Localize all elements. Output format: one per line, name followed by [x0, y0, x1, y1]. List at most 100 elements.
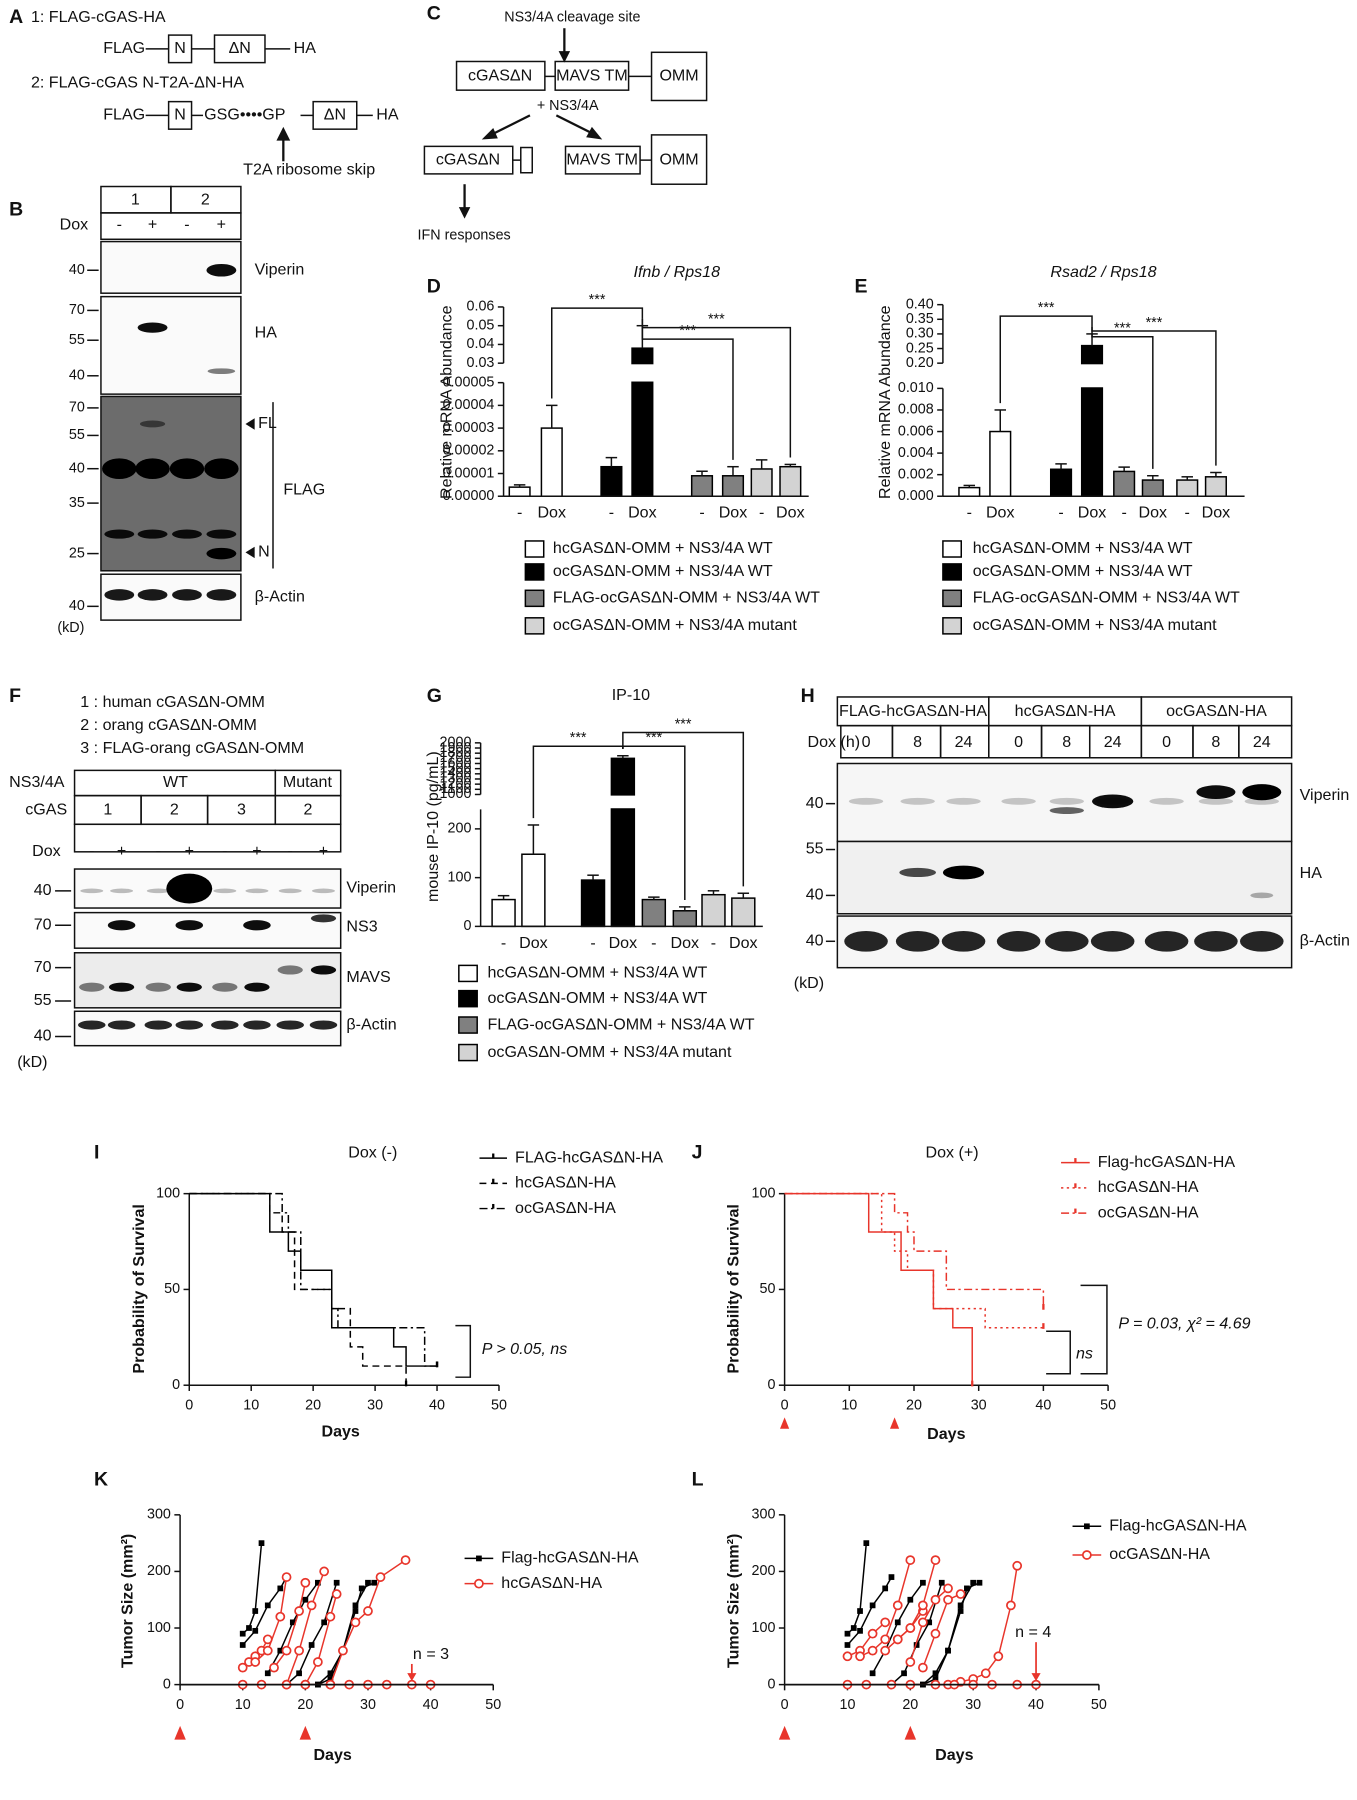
- blot-band: [175, 920, 204, 931]
- bar: [721, 475, 745, 497]
- blot-band: [108, 982, 135, 992]
- tumor-line: [329, 1559, 406, 1685]
- box-label: cGASΔN: [468, 67, 532, 85]
- tumor-line: [242, 1543, 263, 1635]
- tumor-point: [930, 1628, 941, 1639]
- legend-marker: [1083, 1523, 1090, 1530]
- tumor-point: [1006, 1600, 1016, 1611]
- dox-label: -: [117, 216, 122, 234]
- y-tick-label: 0.002: [898, 466, 934, 482]
- tumor-point: [938, 1579, 945, 1586]
- significance-label: ***: [708, 311, 725, 327]
- annotation-bracket: [455, 1324, 472, 1378]
- blot-label: β-Actin: [346, 1015, 396, 1033]
- blot-label: FLAG: [283, 481, 325, 499]
- legend-marker: [474, 1578, 484, 1589]
- protein-box: [650, 51, 708, 102]
- legend-swatch: [524, 540, 545, 558]
- y-axis-label: Tumor Size (mm²): [724, 1534, 742, 1668]
- tumor-point: [252, 1608, 259, 1614]
- tumor-point: [932, 1670, 939, 1677]
- x-axis-label: Days: [313, 1746, 351, 1764]
- blot-band: [137, 589, 168, 601]
- y-tick-label: 100: [147, 1620, 171, 1636]
- x-tick-label: 0: [781, 1697, 789, 1713]
- tumor-point: [855, 1651, 865, 1662]
- legend-swatch: [458, 1016, 478, 1034]
- tumor-point: [863, 1540, 870, 1546]
- treatment-arrow: [889, 1417, 900, 1429]
- tumor-line: [305, 1582, 375, 1686]
- tumor-point: [325, 1611, 336, 1622]
- annotation: n = 4: [1015, 1623, 1051, 1641]
- tumor-point: [1012, 1560, 1023, 1571]
- tumor-point: [264, 1670, 271, 1677]
- dox-label: 0: [1162, 733, 1171, 751]
- bar: [1113, 470, 1136, 497]
- x-tick-label: 20: [305, 1398, 321, 1414]
- x-tick-label: Dox: [719, 504, 748, 522]
- y-tick-label: 100: [448, 869, 472, 885]
- table-cell: [100, 212, 242, 241]
- y-axis-label: mouse IP-10 (pg/mL): [424, 751, 442, 902]
- annotation-bracket: [1046, 1330, 1071, 1375]
- bar: [690, 475, 714, 497]
- blot-band: [1144, 930, 1189, 952]
- legend-marker: [476, 1555, 482, 1562]
- arrow: [490, 114, 531, 136]
- blot-band: [1244, 797, 1279, 805]
- mw-marker: 25: [69, 545, 85, 561]
- panel-label: H: [801, 685, 815, 707]
- y-tick-label: 0.00005: [443, 374, 495, 390]
- tumor-line: [846, 1543, 868, 1635]
- panel-label: G: [427, 685, 442, 707]
- legend-label: FLAG-ocGASΔN-OMM + NS3/4A WT: [553, 589, 820, 607]
- tumor-point: [964, 1585, 970, 1592]
- chart-title: Dox (+): [926, 1144, 979, 1162]
- tumor-point: [957, 1608, 964, 1614]
- construct-part: ΔN: [324, 106, 346, 124]
- panel-label: D: [427, 276, 441, 298]
- tumor-point: [955, 1589, 966, 1599]
- x-tick-label: 30: [360, 1697, 376, 1713]
- dox-label: 0: [1014, 733, 1023, 751]
- legend-label: hcGASΔN-OMM + NS3/4A WT: [553, 539, 773, 557]
- treatment-arrow: [778, 1725, 791, 1740]
- band-label: FL: [258, 414, 277, 432]
- annotation: ns: [1076, 1344, 1093, 1362]
- x-tick-label: 10: [235, 1697, 251, 1713]
- significance-label: ***: [1114, 321, 1131, 337]
- tumor-line: [286, 1582, 338, 1686]
- blot-label: Viperin: [346, 879, 396, 897]
- construct-part: HA: [294, 39, 317, 57]
- y-tick-label: 50: [164, 1281, 180, 1297]
- tumor-point: [932, 1676, 939, 1682]
- legend-label: hcGASΔN-OMM + NS3/4A WT: [488, 964, 708, 982]
- blot-band: [946, 797, 981, 805]
- header: 2: [304, 801, 313, 819]
- y-tick-label: 0.000: [898, 488, 934, 504]
- tumor-point: [957, 1602, 964, 1609]
- significance-bracket: [1091, 327, 1217, 466]
- x-tick-label: Dox: [628, 504, 657, 522]
- blot-band: [206, 589, 237, 601]
- bar: [750, 468, 773, 497]
- bar: [731, 897, 756, 928]
- y-tick-label: 1200: [440, 776, 472, 792]
- chart-title: Ifnb / Rps18: [634, 263, 721, 281]
- bar: [610, 757, 636, 928]
- panel-label: C: [427, 3, 441, 25]
- tumor-point: [294, 1645, 304, 1656]
- annotation: n = 3: [413, 1645, 449, 1663]
- blot-band: [172, 529, 202, 539]
- tumor-line: [922, 1593, 961, 1668]
- significance-label: ***: [1038, 300, 1055, 316]
- blot-band: [204, 458, 239, 480]
- dox-label: -: [222, 842, 227, 860]
- header: hcGASΔN-HA: [1015, 702, 1116, 720]
- y-tick-label: 0.010: [898, 380, 934, 396]
- survival-curve: [189, 1192, 438, 1367]
- dox-label: -: [288, 842, 293, 860]
- legend-label: hcGASΔN-HA: [1098, 1178, 1199, 1196]
- axis-break: [949, 364, 1247, 388]
